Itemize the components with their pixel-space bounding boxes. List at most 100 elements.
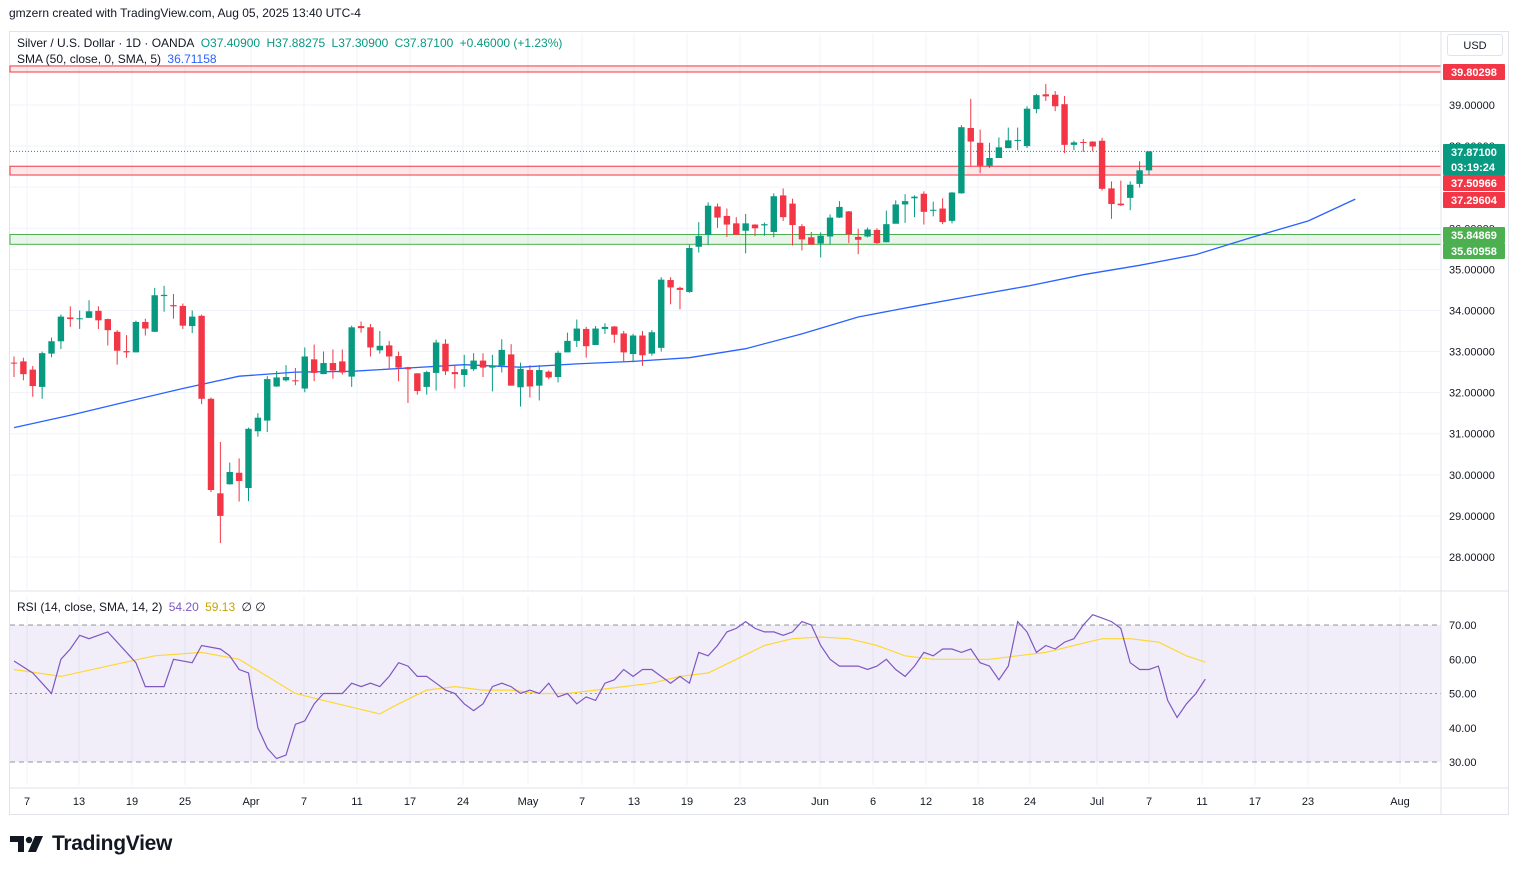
time-axis-label: Aug xyxy=(1390,796,1410,808)
candle-body xyxy=(883,224,890,243)
candle-body xyxy=(160,294,168,297)
candle-body xyxy=(376,345,384,351)
candle-body xyxy=(733,223,740,235)
candle-body xyxy=(29,369,36,387)
currency-button[interactable]: USD xyxy=(1447,34,1503,56)
candle-body xyxy=(967,128,974,142)
price-axis-tick: 32.00000 xyxy=(1449,388,1495,400)
candle-body xyxy=(470,360,477,370)
candle-body xyxy=(132,321,140,353)
time-axis-label: 11 xyxy=(351,796,362,808)
candle-body xyxy=(714,206,721,218)
time-axis-label: Jun xyxy=(811,796,829,808)
rsi-ma-value: 59.13 xyxy=(205,600,236,614)
chart-frame[interactable] xyxy=(9,31,1509,815)
candle-body xyxy=(826,217,834,237)
candle-body xyxy=(67,317,74,320)
candle-body xyxy=(1070,142,1078,145)
candle-body xyxy=(564,340,571,353)
candle-body xyxy=(948,192,956,221)
candle-body xyxy=(845,211,853,235)
time-axis-label: 24 xyxy=(1024,796,1036,808)
candle-body xyxy=(320,363,327,375)
candle-body xyxy=(301,356,308,389)
candle-body xyxy=(142,321,149,329)
candle-body xyxy=(995,147,1003,159)
candle-body xyxy=(667,280,674,288)
time-axis-label: 18 xyxy=(972,796,984,808)
ohlc-legend[interactable]: Silver / U.S. Dollar · 1D · OANDA O37.40… xyxy=(17,36,565,50)
footer-brand-text: TradingView xyxy=(52,832,173,855)
sma-value: 36.71158 xyxy=(167,52,217,66)
candle-body xyxy=(1051,94,1059,107)
candle-body xyxy=(648,332,656,354)
candle-body xyxy=(1127,184,1134,198)
candle-body xyxy=(873,229,881,244)
candle-body xyxy=(958,127,965,194)
candle-body xyxy=(1108,188,1115,205)
price-label-text: 35.60958 xyxy=(1451,246,1497,258)
open-value: O37.40900 xyxy=(200,36,261,50)
candle-body xyxy=(573,328,580,341)
candle-body xyxy=(629,335,637,355)
candle-body xyxy=(751,224,759,229)
time-axis-label: Apr xyxy=(242,796,259,808)
candle-body xyxy=(226,471,233,485)
time-axis-label: 6 xyxy=(870,796,876,808)
candle-body xyxy=(113,331,121,351)
header-created-text: gmzern created with TradingView.com, Aug… xyxy=(9,6,361,20)
footer-logo[interactable]: TradingView xyxy=(10,832,172,856)
price-axis-tick: 34.00000 xyxy=(1449,305,1495,317)
tradingview-logo-icon xyxy=(10,836,43,852)
candle-body xyxy=(536,370,543,386)
change-value: +0.46000 (+1.23%) xyxy=(459,36,563,50)
rsi-ma-line xyxy=(13,636,1206,715)
candle-body xyxy=(507,354,515,386)
candle-body xyxy=(686,247,693,292)
price-label-support xyxy=(1443,243,1505,259)
candle-body xyxy=(939,208,946,223)
candle-body xyxy=(770,196,777,232)
rsi-axis-tick: 70.00 xyxy=(1449,620,1477,632)
candle-body xyxy=(517,368,524,388)
candle-body xyxy=(723,215,731,225)
high-value: H37.88275 xyxy=(266,36,326,50)
candle-body xyxy=(123,351,130,353)
candle-body xyxy=(761,224,768,226)
candle-body xyxy=(864,229,871,237)
price-label-resistance xyxy=(1443,175,1505,191)
candle-body xyxy=(217,493,224,516)
candle-body xyxy=(611,326,618,335)
candle-body xyxy=(582,328,590,347)
price-axis-tick: 39.00000 xyxy=(1449,100,1495,112)
candle-body xyxy=(545,371,552,378)
candle-body xyxy=(789,203,796,225)
time-axis-label: 23 xyxy=(734,796,746,808)
candle-body xyxy=(920,193,928,212)
sma-legend[interactable]: SMA (50, close, 0, SMA, 5) 36.71158 xyxy=(17,52,220,66)
price-axis-tick: 35.00000 xyxy=(1449,264,1495,276)
candle-body xyxy=(489,365,496,368)
candle-body xyxy=(348,327,355,377)
price-label-support xyxy=(1443,227,1505,243)
candle-body xyxy=(235,472,243,481)
time-axis-label: 19 xyxy=(681,796,693,808)
candle-body xyxy=(245,428,252,488)
candle-body xyxy=(367,327,374,348)
candle-body xyxy=(554,352,562,378)
candle-body xyxy=(451,372,459,375)
candle-body xyxy=(1033,95,1040,110)
time-axis-label: 11 xyxy=(1196,796,1207,808)
price-label-text: 03:19:24 xyxy=(1451,162,1496,174)
rsi-axis-tick: 40.00 xyxy=(1449,723,1477,735)
sma-50-line xyxy=(13,198,1356,429)
time-axis-label: 17 xyxy=(404,796,416,808)
candle-body xyxy=(592,328,599,345)
price-axis-tick: 30.00000 xyxy=(1449,470,1495,482)
candle-body xyxy=(976,142,984,166)
candle-body xyxy=(38,353,46,387)
price-label-text: 37.29604 xyxy=(1451,195,1498,207)
rsi-legend[interactable]: RSI (14, close, SMA, 14, 2) 54.20 59.13 … xyxy=(17,600,269,614)
candle-body xyxy=(1098,140,1106,189)
